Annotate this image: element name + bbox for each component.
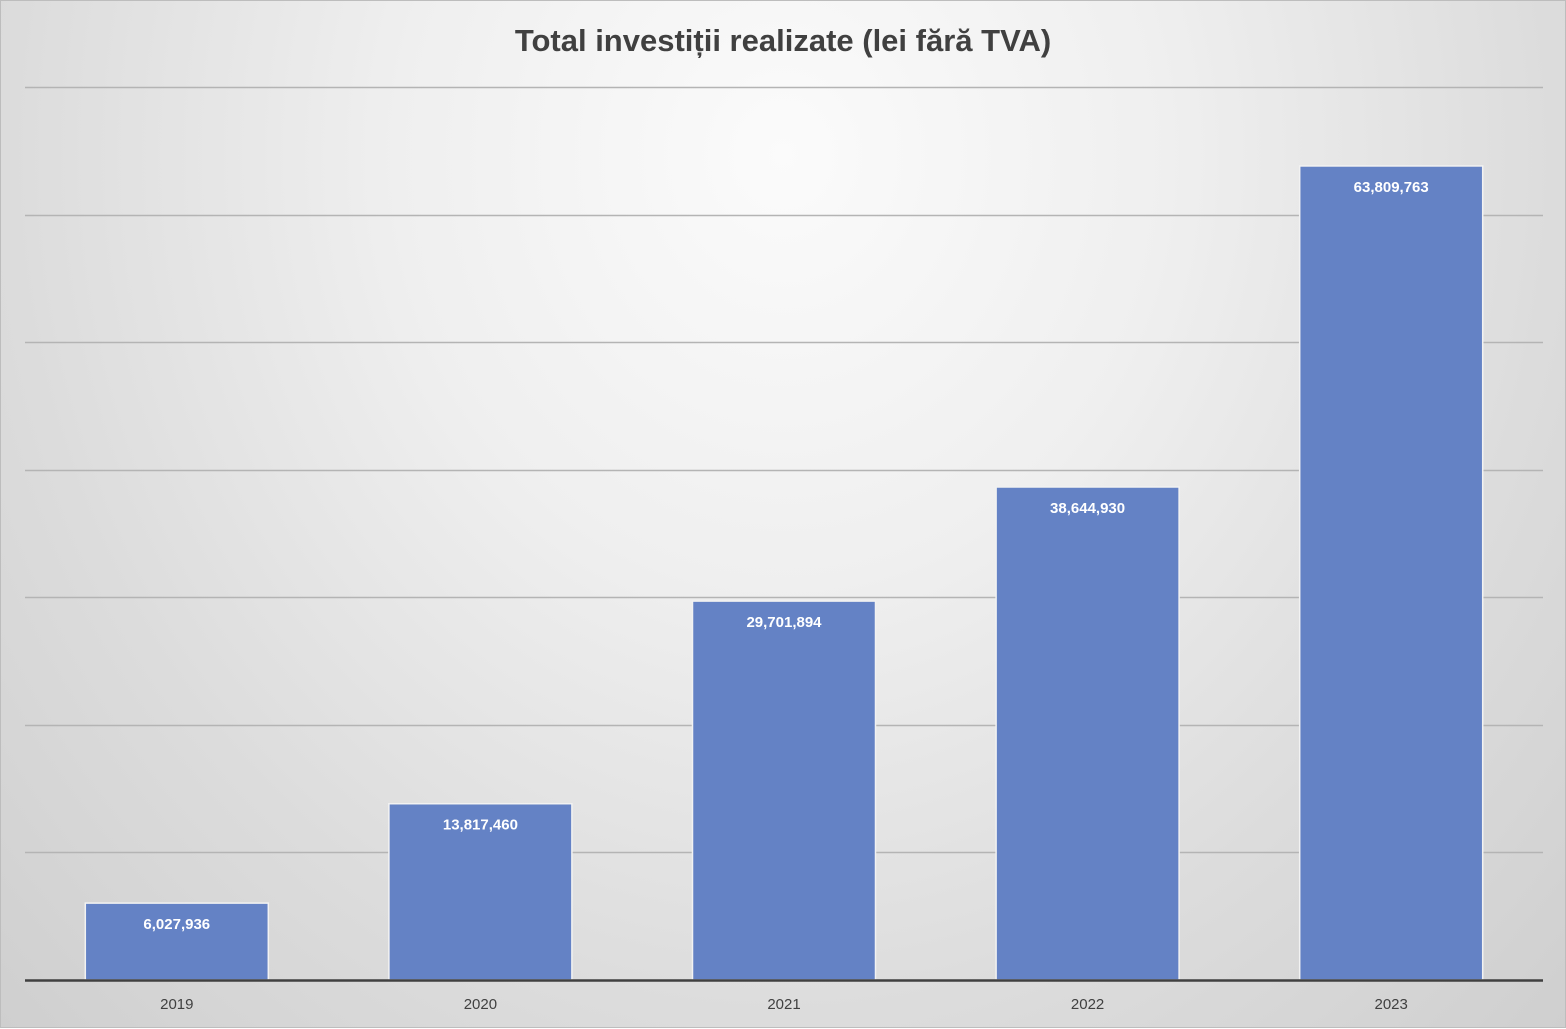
chart-title: Total investiții realizate (lei fără TVA… [514,23,1052,58]
x-tick-label-2021: 2021 [767,996,800,1013]
data-label-2019: 6,027,936 [143,916,210,933]
data-label-2023: 63,809,763 [1354,179,1429,196]
bar-2019 [84,902,270,981]
x-tick-label-2019: 2019 [160,996,193,1013]
bar-2021 [691,600,877,981]
data-label-2020: 13,817,460 [443,817,518,834]
bar-2023 [1298,165,1484,981]
x-tick-label-2023: 2023 [1375,996,1408,1013]
bar-2020 [388,802,573,981]
data-label-2022: 38,644,930 [1050,500,1125,517]
data-label-2021: 29,701,894 [746,614,822,631]
x-tick-label-2022: 2022 [1071,996,1104,1013]
x-tick-label-2020: 2020 [464,996,497,1013]
bar-2022 [995,486,1180,981]
